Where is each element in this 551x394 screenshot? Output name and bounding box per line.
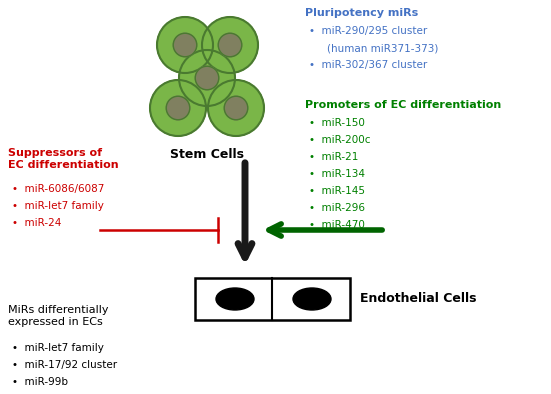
Text: Pluripotency miRs: Pluripotency miRs xyxy=(305,8,418,18)
Text: •  miR-21: • miR-21 xyxy=(309,152,358,162)
Text: •  miR-6086/6087: • miR-6086/6087 xyxy=(12,184,104,194)
Circle shape xyxy=(195,66,219,90)
Circle shape xyxy=(202,17,258,73)
Text: •  miR-99b: • miR-99b xyxy=(12,377,68,387)
Text: (human miR371-373): (human miR371-373) xyxy=(327,43,439,53)
Text: •  miR-17/92 cluster: • miR-17/92 cluster xyxy=(12,360,117,370)
Circle shape xyxy=(157,17,213,73)
Text: •  miR-200c: • miR-200c xyxy=(309,135,370,145)
Text: •  miR-let7 family: • miR-let7 family xyxy=(12,343,104,353)
Text: •  miR-296: • miR-296 xyxy=(309,203,365,213)
Circle shape xyxy=(208,80,264,136)
Circle shape xyxy=(166,96,190,120)
Circle shape xyxy=(179,50,235,106)
Text: Stem Cells: Stem Cells xyxy=(170,148,244,161)
Text: Endothelial Cells: Endothelial Cells xyxy=(360,292,477,305)
Ellipse shape xyxy=(293,288,331,310)
Text: •  miR-290/295 cluster: • miR-290/295 cluster xyxy=(309,26,427,36)
Text: •  miR-302/367 cluster: • miR-302/367 cluster xyxy=(309,60,427,70)
Text: •  miR-24: • miR-24 xyxy=(12,218,61,228)
Circle shape xyxy=(173,33,197,57)
Text: •  miR-let7 family: • miR-let7 family xyxy=(12,201,104,211)
Text: Suppressors of
EC differentiation: Suppressors of EC differentiation xyxy=(8,148,118,169)
Circle shape xyxy=(224,96,248,120)
Text: MiRs differentially
expressed in ECs: MiRs differentially expressed in ECs xyxy=(8,305,109,327)
Bar xyxy=(195,278,350,320)
Ellipse shape xyxy=(216,288,254,310)
Text: Promoters of EC differentiation: Promoters of EC differentiation xyxy=(305,100,501,110)
Text: •  miR-470: • miR-470 xyxy=(309,220,365,230)
Circle shape xyxy=(150,80,206,136)
Text: •  miR-145: • miR-145 xyxy=(309,186,365,196)
Text: •  miR-134: • miR-134 xyxy=(309,169,365,179)
Text: •  miR-150: • miR-150 xyxy=(309,118,365,128)
Circle shape xyxy=(218,33,242,57)
